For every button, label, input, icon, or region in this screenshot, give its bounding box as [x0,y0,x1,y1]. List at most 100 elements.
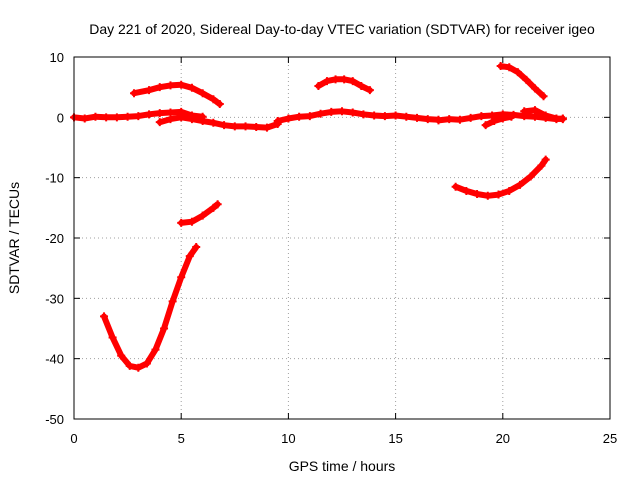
x-tick-label: 5 [178,431,185,446]
data-point [520,107,529,116]
data-point [327,107,336,116]
data-point [314,81,323,90]
series-arc-late-bump [520,106,567,124]
data-point [284,114,293,123]
data-point [530,106,539,115]
data-point [348,108,357,117]
y-tick-labels: 10 0 -10 -20 -30 -40 -50 [45,50,64,427]
x-tick-label: 10 [281,431,295,446]
series-line [274,108,442,124]
series-arc-top-right [496,62,548,101]
data-point [117,351,126,360]
data-point [481,121,490,130]
data-point [483,191,492,200]
y-tick-label: -40 [45,352,64,367]
series-arc-negative-12 [451,155,550,200]
data-point [166,81,175,90]
data-point [365,86,374,95]
data-point [530,84,539,93]
data-point [391,111,400,120]
data-point [359,110,368,119]
y-axis-label: SDTVAR / TECUs [6,182,22,294]
data-point [322,77,331,86]
data-point [513,68,522,77]
data-point [177,273,186,282]
data-point [168,297,177,306]
data-point [209,118,218,127]
data-point [539,92,548,101]
data-point [155,109,164,118]
data-point [477,112,486,121]
data-point [213,200,222,209]
data-point [108,333,117,342]
data-point [498,114,507,123]
data-point [316,109,325,118]
data-point [187,217,196,226]
data-point [177,218,186,227]
x-tick-label: 15 [388,431,402,446]
data-point [537,161,546,170]
data-point [145,86,154,95]
series-arc-deep-v [100,243,201,372]
data-point [348,77,357,86]
data-point [155,118,164,127]
data-point [380,112,389,121]
data-point [192,243,201,252]
data-point [413,113,422,122]
series-arc-hump-5 [130,80,224,109]
data-point [402,112,411,121]
series-arc-short-17 [177,200,222,227]
data-point [134,112,143,121]
data-point [434,116,443,125]
data-point [198,211,207,220]
data-point [526,172,535,181]
data-series [70,62,567,372]
y-tick-label: -50 [45,412,64,427]
data-point [100,312,109,321]
data-point [340,75,349,84]
data-point [230,122,239,131]
data-point [187,115,196,124]
data-point [125,361,134,370]
data-point [155,83,164,92]
data-point [145,110,154,119]
data-point [91,112,100,121]
data-point [466,113,475,122]
series-line [101,244,200,371]
data-point [445,115,454,124]
data-point [522,75,531,84]
data-point [80,114,89,123]
data-point [496,62,505,71]
data-point [488,111,497,120]
series-line [482,113,515,129]
data-point [220,121,229,130]
plot-frame [73,56,611,420]
data-point [331,75,340,84]
data-point [473,189,482,198]
data-point [215,100,224,109]
y-tick-label: 10 [50,50,64,65]
data-point [209,95,218,104]
data-point [505,63,514,72]
data-point [185,252,194,261]
data-point [505,186,514,195]
x-tick-label: 0 [70,431,77,446]
x-axis-label: GPS time / hours [289,458,396,474]
series-line [497,63,547,100]
y-tick-label: -30 [45,291,64,306]
y-tick-label: -10 [45,171,64,186]
data-point [166,115,175,124]
data-point [262,123,271,132]
x-tick-label: 20 [496,431,510,446]
data-point [515,180,524,189]
series-arc-small-dip-19 [481,112,516,130]
x-tick-label: 25 [603,431,617,446]
data-point [490,116,499,125]
data-point [558,115,567,124]
series-arc-near-zero-middle [273,107,443,125]
series-arc-hump-12 [314,75,374,95]
data-point [507,112,516,121]
data-point [209,203,218,212]
data-point [295,112,304,121]
